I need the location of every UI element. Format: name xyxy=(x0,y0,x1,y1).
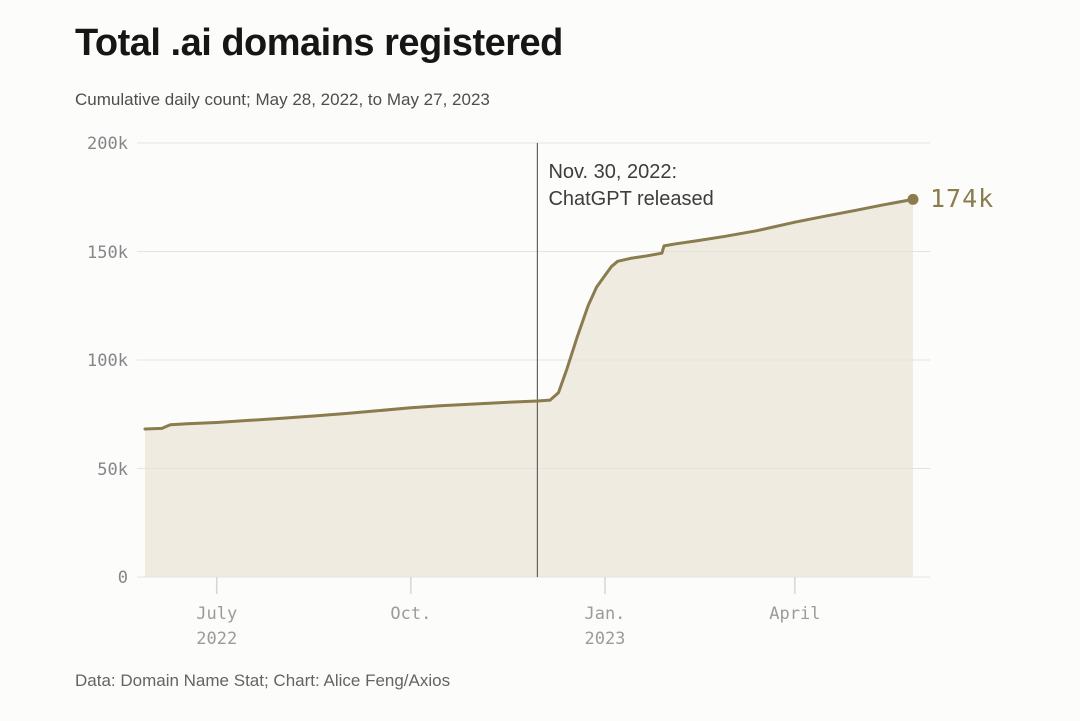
chart-title: Total .ai domains registered xyxy=(75,22,563,64)
y-axis-label-0: 0 xyxy=(117,568,128,588)
area-fill xyxy=(145,199,913,577)
end-value-label: 174k xyxy=(930,184,995,214)
x-axis-label-month: April xyxy=(769,604,821,624)
source-credit: Data: Domain Name Stat; Chart: Alice Fen… xyxy=(75,671,451,690)
end-point-dot xyxy=(907,193,919,205)
annotation-event: ChatGPT released xyxy=(548,188,714,210)
x-axis-label-year: 2023 xyxy=(584,629,626,649)
x-axis-label-april: April xyxy=(725,602,865,627)
series-line xyxy=(143,197,915,431)
y-axis-label-200k: 200k xyxy=(87,134,128,154)
chart-subtitle: Cumulative daily count; May 28, 2022, to… xyxy=(75,90,490,109)
x-axis-label-month: Oct. xyxy=(390,604,432,624)
x-axis-label-oct: Oct. xyxy=(341,602,481,627)
annotation-label: Nov. 30, 2022: ChatGPT released xyxy=(548,159,713,213)
y-axis-label-100k: 100k xyxy=(87,351,128,371)
x-axis-label-jan-2023: Jan. 2023 xyxy=(535,602,675,652)
annotation-date: Nov. 30, 2022: xyxy=(548,161,678,183)
x-axis-label-july-2022: July 2022 xyxy=(147,602,287,652)
y-axis-label-50k: 50k xyxy=(97,459,128,480)
y-axis-label-150k: 150k xyxy=(87,242,128,263)
x-axis-label-month: July xyxy=(196,604,238,624)
x-axis-label-year: 2022 xyxy=(196,629,238,649)
x-axis-label-month: Jan. xyxy=(584,604,626,624)
